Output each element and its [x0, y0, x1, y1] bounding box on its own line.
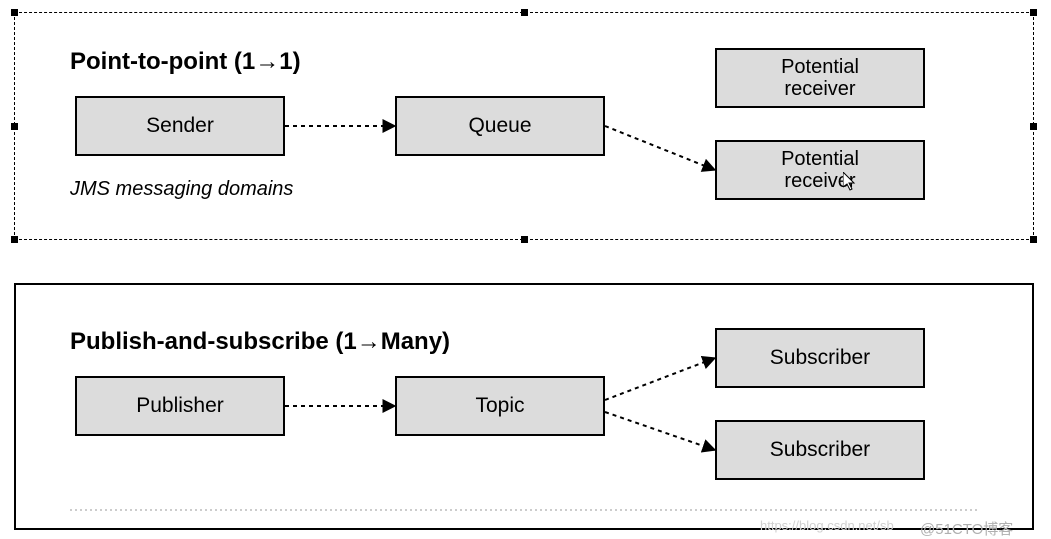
watermark-text: https://blog.csdn.net/sb [760, 518, 894, 533]
watermark-text: @51CTO博客 [920, 518, 1013, 539]
selection-handle[interactable] [1030, 236, 1037, 243]
selection-handle[interactable] [521, 9, 528, 16]
node-queue: Queue [395, 96, 605, 156]
panel-title: Point-to-point (1→1) [70, 48, 301, 76]
node-sub1: Subscriber [715, 328, 925, 388]
diagram-canvas: Point-to-point (1→1) JMS messaging domain… [0, 0, 1051, 535]
node-sender: Sender [75, 96, 285, 156]
selection-handle[interactable] [11, 236, 18, 243]
node-topic: Topic [395, 376, 605, 436]
node-publisher: Publisher [75, 376, 285, 436]
node-recv1: Potentialreceiver [715, 48, 925, 108]
panel-subtitle: JMS messaging domains [70, 178, 293, 201]
selection-handle[interactable] [521, 236, 528, 243]
selection-handle[interactable] [11, 123, 18, 130]
node-recv2: Potentialreceiver [715, 140, 925, 200]
selection-handle[interactable] [11, 9, 18, 16]
selection-handle[interactable] [1030, 123, 1037, 130]
selection-handle[interactable] [1030, 9, 1037, 16]
panel-title: Publish-and-subscribe (1→Many) [70, 328, 450, 356]
node-sub2: Subscriber [715, 420, 925, 480]
